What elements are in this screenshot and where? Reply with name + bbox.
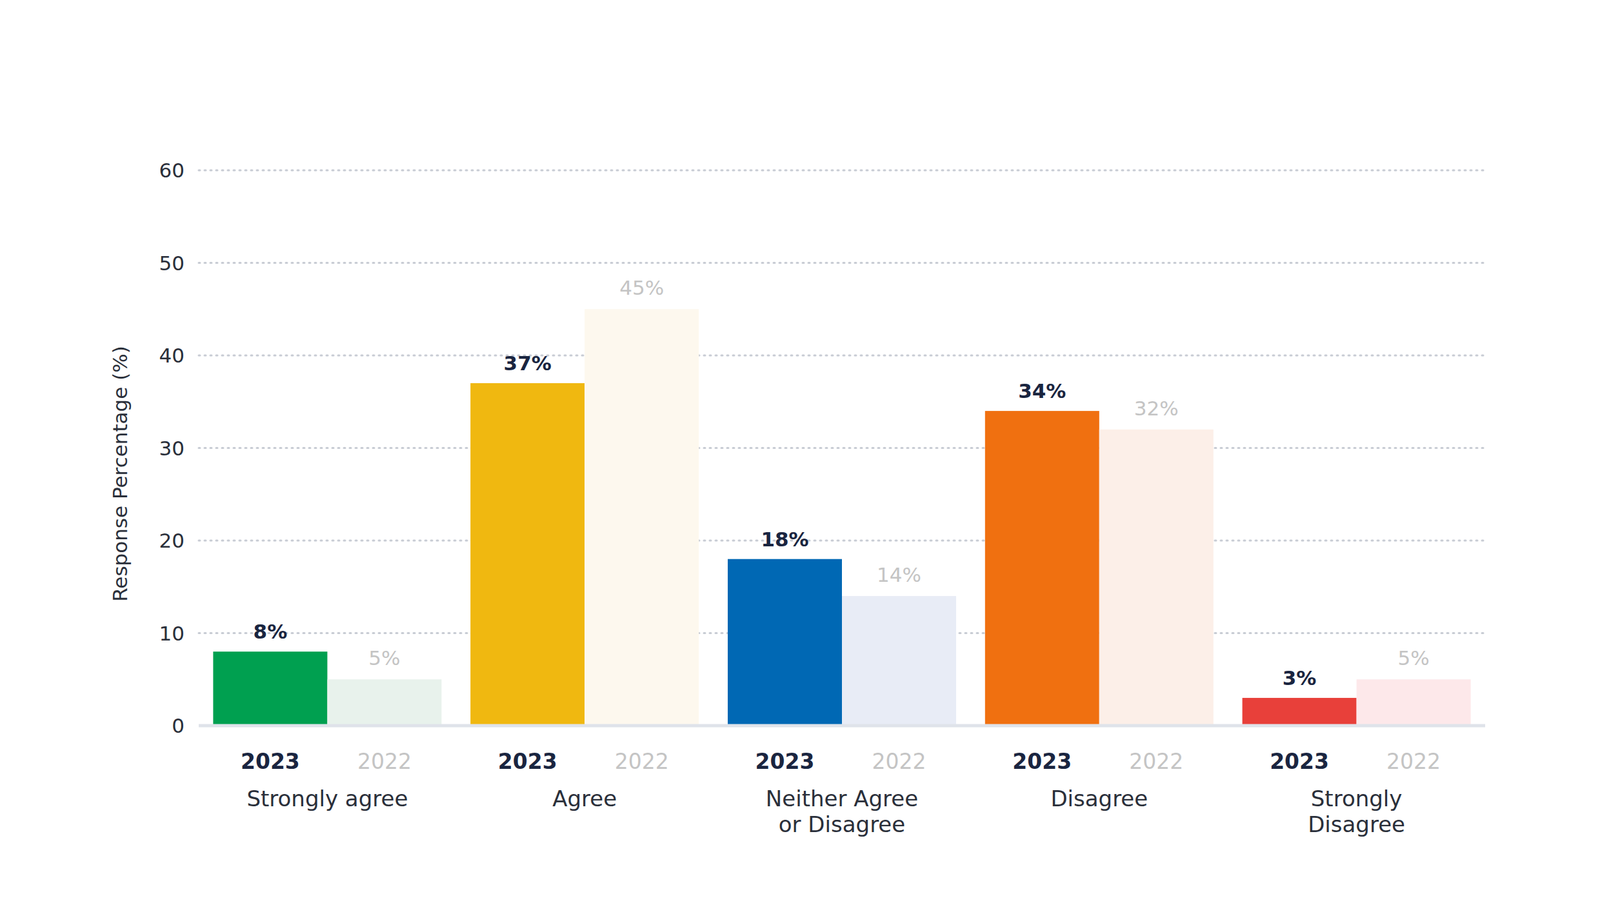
data-label: 45% [619,276,664,300]
series-label: 2022 [1386,749,1441,775]
y-tick-label: 10 [159,621,185,646]
bars [212,309,1471,726]
grid-line [198,447,1486,450]
data-label: 14% [876,563,922,587]
grid-line [198,540,1486,542]
bar [584,309,699,726]
series-label: 2022 [1129,749,1184,775]
category-label: Strongly agree [246,785,408,812]
data-label: 5% [368,646,400,670]
category-label: Agree [552,785,617,812]
series-label: 2023 [240,749,300,775]
y-tick-label: 50 [159,251,185,275]
data-label: 5% [1398,646,1430,670]
grid-line [198,169,1486,172]
y-tick-label: 40 [159,343,185,368]
y-tick-label: 60 [159,158,185,182]
bar [727,559,842,726]
bar [470,383,585,726]
category-label-line: Strongly agree [246,785,408,812]
category-label-line: or Disagree [778,811,906,838]
category-label-line: Disagree [1307,811,1406,838]
bar [841,596,957,726]
data-label: 34% [1018,379,1066,403]
category-label-line: Disagree [1050,785,1148,812]
bar [327,679,442,726]
grid-line [198,261,1486,264]
grid-line [198,354,1486,357]
x-axis-line [198,724,1486,728]
category-label-line: Neither Agree [765,785,919,812]
data-label: 37% [503,351,552,375]
series-label: 2023 [498,749,558,775]
data-label: 32% [1134,396,1179,420]
series-label: 2022 [614,749,670,775]
series-label: 2023 [1012,749,1072,775]
series-label: 2023 [1269,749,1330,775]
bar [1242,698,1357,726]
y-tick-label: 30 [159,436,185,460]
bar [1099,429,1214,726]
category-label: StronglyDisagree [1307,785,1406,838]
data-label: 3% [1282,666,1317,690]
category-label-line: Strongly [1310,785,1403,812]
category-label-line: Agree [552,785,617,812]
chart: 0 10 20 30 40 50 60 Response Percentage (%) 8% 20… [0,0,1600,914]
series-label: 2022 [872,749,927,775]
data-label: 18% [760,527,809,551]
series-label: 2022 [357,749,412,775]
y-axis-label: Response Percentage (%) [108,345,132,602]
series-label: 2023 [755,749,815,775]
y-tick-label: 0 [171,714,185,738]
bar [1356,679,1471,726]
y-tick-label: 20 [159,529,185,553]
category-label: Neither Agreeor Disagree [765,785,919,838]
category-label: Disagree [1050,785,1148,812]
bar [985,410,1100,726]
data-label: 8% [253,620,288,644]
bar [212,651,328,726]
